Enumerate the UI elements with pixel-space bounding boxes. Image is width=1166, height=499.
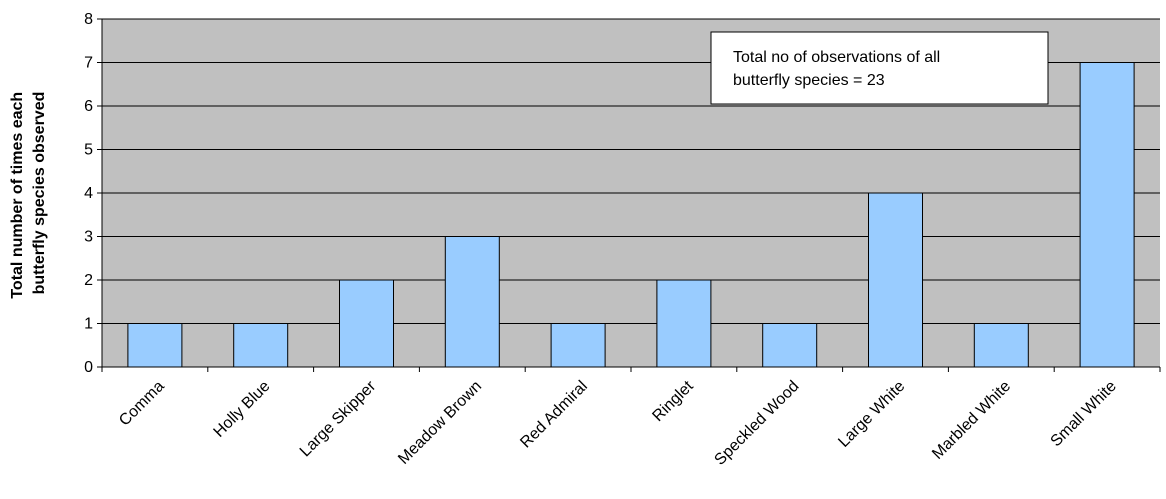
bar-comma [127, 323, 183, 368]
y-axis-label-line-1: Total number of times each [9, 92, 26, 299]
y-tick-label: 5 [84, 142, 93, 159]
annotation-box: Total no of observations of all butterfl… [710, 31, 1049, 105]
y-tick-label: 2 [84, 272, 93, 289]
y-tick-label: 7 [84, 55, 93, 72]
bar-large-skipper [339, 279, 394, 368]
y-tick-label: 8 [84, 11, 93, 28]
x-tick-label: Holly Blue [211, 378, 274, 441]
bar-red-admiral [550, 323, 606, 368]
y-tick-label: 4 [84, 185, 93, 202]
y-tick-label: 0 [84, 359, 93, 376]
annotation-border [710, 31, 1049, 105]
bar-speckled-wood [762, 323, 818, 368]
x-ticks: Comma Holly Blue Large Skipper Meadow Brown… [101, 367, 1161, 469]
y-axis-label-line-2: butterfly species observed [31, 92, 48, 295]
y-tick-label: 6 [84, 98, 93, 115]
y-ticks: 0 1 2 3 4 5 6 7 8 [84, 11, 102, 376]
x-tick-label: Ringlet [649, 377, 697, 425]
annotation-line-2: butterfly species = 23 [733, 72, 885, 89]
x-tick-label: Large Skipper [297, 377, 380, 460]
bar-holly-blue [233, 323, 289, 368]
bar-ringlet [656, 279, 712, 368]
x-tick-label: Red Admiral [517, 378, 591, 452]
x-tick-label: Meadow Brown [395, 378, 485, 468]
y-axis-label: Total number of times each butterfly spe… [9, 87, 48, 298]
bar-small-white [1079, 62, 1135, 368]
bars [127, 62, 1135, 368]
bar-large-white [868, 192, 923, 368]
y-tick-label: 3 [84, 229, 93, 246]
x-tick-label: Small White [1048, 378, 1120, 450]
y-tick-label: 1 [84, 316, 93, 333]
bar-meadow-brown [444, 236, 500, 368]
x-tick-label: Speckled Wood [711, 378, 802, 469]
x-tick-label: Large White [835, 378, 908, 451]
x-tick-label: Marbled White [929, 378, 1014, 463]
x-tick-label: Comma [116, 378, 168, 430]
bar-marbled-white [973, 323, 1029, 368]
annotation-line-1: Total no of observations of all [733, 49, 940, 66]
